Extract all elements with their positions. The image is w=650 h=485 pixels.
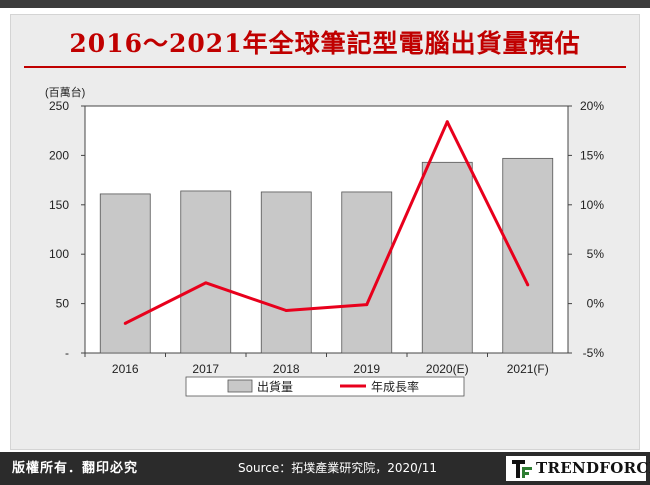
copyright-text: 版權所有．翻印必究	[12, 461, 139, 476]
growth-rate-line	[124, 120, 530, 325]
x-tick-label: 2021(F)	[507, 362, 549, 376]
y-tick-label: 250	[49, 99, 69, 113]
growth-rate-point	[284, 309, 288, 313]
y-tick-label: 50	[56, 297, 70, 311]
x-tick-label: 2020(E)	[426, 362, 469, 376]
y2-tick-label: 0%	[587, 297, 605, 311]
legend-bar-swatch	[227, 379, 253, 393]
y2-tick-label: -5%	[583, 346, 605, 360]
footer-bar: 版權所有．翻印必究 Source：拓墣產業研究院，2020/11 TRENDFO…	[0, 452, 650, 485]
plot-area	[84, 105, 569, 354]
page-title: 2016～2021年全球筆記型電腦出貨量預估	[69, 29, 581, 58]
y2-tick-label: 5%	[587, 247, 605, 261]
x-tick-label: 2018	[273, 362, 300, 376]
growth-rate-point	[204, 281, 208, 285]
y2-tick-label: 20%	[580, 99, 604, 113]
brand-name: TRENDFORCE	[536, 459, 650, 477]
legend-bar-label: 出貨量	[257, 379, 293, 394]
y2-tick-label: 10%	[580, 198, 604, 212]
y2-tick-label: 15%	[580, 148, 604, 162]
growth-rate-point	[445, 120, 449, 124]
trendforce-logo: TRENDFORCE	[506, 456, 650, 481]
bar-2019	[341, 191, 393, 354]
growth-rate-point	[123, 321, 127, 325]
x-tick-label: 2019	[353, 362, 380, 376]
legend-box	[185, 376, 465, 397]
bar-2016	[99, 193, 151, 354]
bar-2017	[180, 190, 232, 354]
y-tick-label: -	[65, 346, 69, 360]
chart: 2016 2017 2018 2019 2020(E) 2021(F) - 50 100 150 2…	[45, 85, 605, 397]
y-tick-label: 150	[49, 198, 69, 212]
x-tick-label: 2017	[192, 362, 219, 376]
top-bar	[0, 0, 650, 8]
x-tick-label: 2016	[112, 362, 139, 376]
growth-rate-point	[526, 283, 530, 287]
trendforce-logo-icon	[512, 460, 532, 478]
y-axis-label: (百萬台)	[45, 85, 85, 99]
bar-2020(E)	[421, 161, 473, 354]
y-tick-label: 100	[49, 247, 69, 261]
bar-2018	[260, 191, 312, 354]
bar-2021(F)	[502, 157, 554, 354]
growth-rate-point	[365, 303, 369, 307]
title-underline	[24, 66, 626, 68]
legend-line-label: 年成長率	[371, 379, 419, 394]
source-text: Source：拓墣產業研究院，2020/11	[238, 461, 438, 475]
y-tick-label: 200	[49, 148, 69, 162]
